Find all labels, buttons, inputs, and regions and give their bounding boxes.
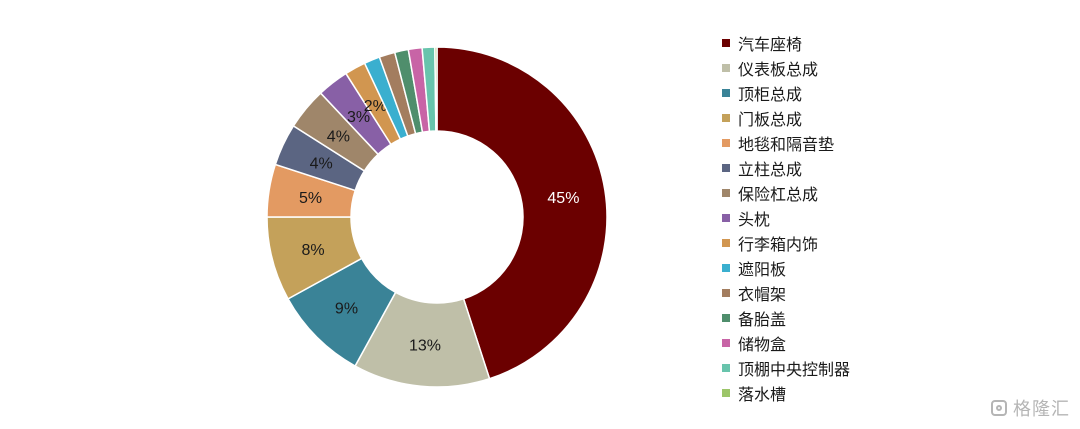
legend-swatch-5 bbox=[722, 138, 730, 147]
legend-swatch-2 bbox=[722, 63, 730, 72]
legend-item-5: 地毯和隔音垫 bbox=[722, 130, 850, 155]
legend-item-14: 顶棚中央控制器 bbox=[722, 355, 850, 380]
legend-label-11: 衣帽架 bbox=[738, 284, 787, 304]
legend-label-3: 顶柜总成 bbox=[738, 84, 803, 104]
legend-item-12: 备胎盖 bbox=[722, 305, 850, 330]
legend-item-1: 汽车座椅 bbox=[722, 30, 850, 55]
data-label-1: 45% bbox=[547, 190, 579, 207]
legend-swatch-1 bbox=[722, 38, 730, 47]
legend-label-8: 头枕 bbox=[738, 209, 771, 229]
gelonghui-logo-icon bbox=[991, 400, 1007, 416]
legend-label-13: 储物盒 bbox=[738, 334, 787, 354]
legend-swatch-8 bbox=[722, 213, 730, 222]
legend-item-15: 落水槽 bbox=[722, 380, 850, 405]
watermark-text: 格隆汇 bbox=[1013, 399, 1070, 420]
legend-swatch-14 bbox=[722, 363, 730, 372]
legend-swatch-15 bbox=[722, 388, 730, 397]
data-label-9: 2% bbox=[364, 98, 387, 115]
legend-swatch-12 bbox=[722, 313, 730, 322]
legend-label-2: 仪表板总成 bbox=[738, 59, 819, 79]
legend-label-6: 立柱总成 bbox=[738, 159, 803, 179]
data-label-6: 4% bbox=[310, 156, 333, 173]
data-label-8: 3% bbox=[347, 109, 370, 126]
data-label-2: 13% bbox=[409, 337, 441, 354]
legend-label-4: 门板总成 bbox=[738, 109, 803, 129]
data-label-5: 5% bbox=[299, 190, 322, 207]
legend-item-7: 保险杠总成 bbox=[722, 180, 850, 205]
legend-swatch-7 bbox=[722, 188, 730, 197]
legend-item-9: 行李箱内饰 bbox=[722, 230, 850, 255]
watermark: 格隆汇 bbox=[991, 395, 1070, 421]
legend-label-7: 保险杠总成 bbox=[738, 184, 819, 204]
legend-item-13: 储物盒 bbox=[722, 330, 850, 355]
legend-swatch-10 bbox=[722, 263, 730, 272]
legend-item-4: 门板总成 bbox=[722, 105, 850, 130]
data-label-4: 8% bbox=[301, 242, 324, 259]
legend-swatch-3 bbox=[722, 88, 730, 97]
data-label-3: 9% bbox=[335, 301, 358, 318]
legend-label-12: 备胎盖 bbox=[738, 309, 787, 329]
legend-item-6: 立柱总成 bbox=[722, 155, 850, 180]
legend-label-10: 遮阳板 bbox=[738, 259, 787, 279]
legend-label-14: 顶棚中央控制器 bbox=[738, 359, 851, 379]
legend-label-15: 落水槽 bbox=[738, 384, 787, 404]
legend-label-9: 行李箱内饰 bbox=[738, 234, 819, 254]
legend-item-10: 遮阳板 bbox=[722, 255, 850, 280]
donut-chart: 45% 13% 9% 8% 5% 4% 4% 3%2% bbox=[266, 46, 608, 388]
legend-label-1: 汽车座椅 bbox=[738, 34, 803, 54]
legend-swatch-13 bbox=[722, 338, 730, 347]
legend-item-3: 顶柜总成 bbox=[722, 80, 850, 105]
legend-swatch-11 bbox=[722, 288, 730, 297]
donut-slice-1 bbox=[436, 46, 608, 380]
chart-legend: 汽车座椅仪表板总成顶柜总成门板总成地毯和隔音垫 立柱总成保险杠总成头枕行李箱内饰遮… bbox=[722, 30, 850, 405]
legend-item-8: 头枕 bbox=[722, 205, 850, 230]
legend-label-5: 地毯和隔音垫 bbox=[738, 134, 835, 154]
legend-swatch-6 bbox=[722, 163, 730, 172]
data-label-7: 4% bbox=[327, 128, 350, 145]
legend-item-2: 仪表板总成 bbox=[722, 55, 850, 80]
legend-swatch-4 bbox=[722, 113, 730, 122]
legend-swatch-9 bbox=[722, 238, 730, 247]
donut-slice-15 bbox=[434, 46, 438, 132]
legend-item-11: 衣帽架 bbox=[722, 280, 850, 305]
